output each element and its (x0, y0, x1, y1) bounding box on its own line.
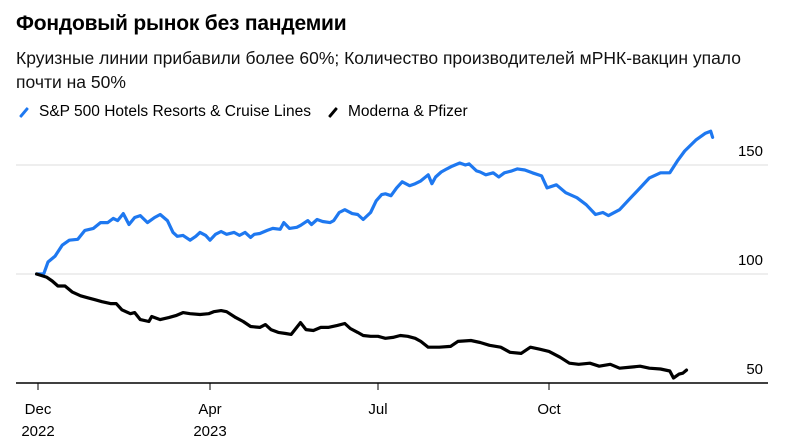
grid-layer (16, 164, 768, 275)
chart-subtitle: Круизные линии прибавили более 60%; Коли… (16, 48, 741, 92)
axis-layer: 50 100 150 Dec 2022 Apr 2023 Jul Oct (16, 143, 768, 440)
x-tick-label: Oct (537, 401, 561, 418)
y-tick-label-50: 50 (746, 361, 763, 378)
series-layer (35, 129, 715, 380)
series-line-moderna-pfizer (35, 272, 689, 380)
legend: S&P 500 Hotels Resorts & Cruise Lines Mo… (16, 103, 482, 121)
x-tick-label-year: 2023 (193, 423, 226, 440)
legend-label: Moderna & Pfizer (347, 103, 468, 120)
legend-item-moderna-pfizer: Moderna & Pfizer (325, 103, 468, 121)
legend-label: S&P 500 Hotels Resorts & Cruise Lines (39, 103, 311, 120)
x-tick-label-year: 2022 (21, 423, 54, 440)
y-tick-label-100: 100 (738, 252, 763, 269)
chart-title: Фондовый рынок без пандемии (16, 12, 347, 35)
legend-item-hotels-cruise: S&P 500 Hotels Resorts & Cruise Lines (16, 103, 311, 121)
series-line-hotels-cruise (35, 129, 715, 276)
x-tick-label: Jul (368, 401, 387, 418)
x-tick-label: Apr (198, 401, 221, 418)
y-tick-label-150: 150 (738, 143, 763, 160)
x-tick-label: Dec (25, 401, 52, 418)
